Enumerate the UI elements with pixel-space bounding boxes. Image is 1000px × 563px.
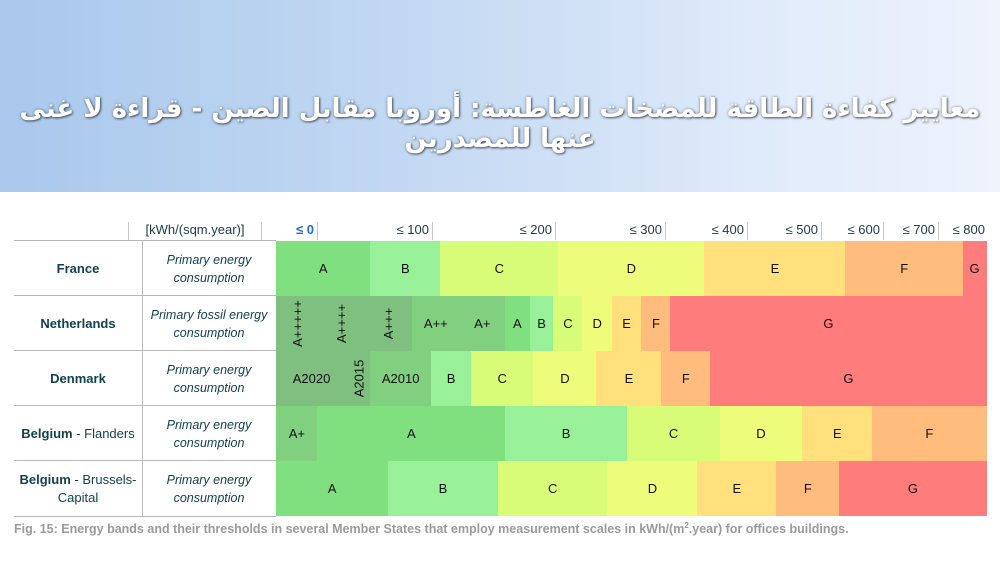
- metric-label: Primary energy consumption: [166, 362, 252, 395]
- table-row: France Primary energy consumption A B C D E F G: [14, 241, 987, 296]
- energy-band-c: C: [626, 406, 721, 461]
- figure-caption: Fig. 15: Energy bands and their threshol…: [14, 521, 849, 536]
- energy-band-a: A: [504, 296, 530, 351]
- energy-band-aplusplusplus: A+++: [365, 296, 413, 351]
- energy-band-g: G: [710, 351, 987, 406]
- energy-band-e: E: [611, 296, 642, 351]
- axis-tick: ≤ 0: [276, 222, 318, 240]
- row-divider: [14, 240, 276, 241]
- energy-band-aplus: A+: [276, 406, 318, 461]
- energy-band-g: G: [670, 296, 987, 351]
- energy-band-a: A: [276, 461, 389, 516]
- energy-band-a2015: A2015: [346, 351, 371, 406]
- energy-band-e: E: [697, 461, 777, 516]
- energy-band-a2010: A2010: [369, 351, 432, 406]
- country-label: Denmark: [50, 370, 106, 386]
- energy-band-aplusplus: A++: [412, 296, 460, 351]
- metric-label: Primary energy consumption: [166, 252, 252, 285]
- axis-tick: ≤ 300: [556, 222, 666, 240]
- banner-title: معايير كفاءة الطاقة للمضخات الغاطسة: أور…: [19, 94, 981, 154]
- energy-band-f: F: [660, 351, 711, 406]
- metric-label: Primary energy consumption: [166, 417, 252, 450]
- energy-band-e: E: [596, 351, 662, 406]
- row-divider: [14, 460, 276, 461]
- energy-band-c: C: [553, 296, 583, 351]
- country-label: Belgium - Brussels- Capital: [19, 471, 137, 505]
- energy-band-aplusplusplusplusplus: A+++++: [276, 296, 319, 351]
- column-divider: [142, 240, 143, 516]
- energy-band-c: C: [440, 241, 559, 296]
- energy-band-d: D: [582, 296, 613, 351]
- energy-band-a: A: [276, 241, 371, 296]
- energy-band-f: F: [641, 296, 671, 351]
- axis-tick: ≤ 500: [748, 222, 822, 240]
- caption-superscript: 2: [684, 521, 689, 530]
- energy-band-f: F: [775, 461, 840, 516]
- energy-band-c: C: [470, 351, 534, 406]
- energy-band-g: G: [839, 461, 987, 516]
- energy-band-f: F: [872, 406, 987, 461]
- energy-band-c: C: [497, 461, 608, 516]
- energy-band-f: F: [845, 241, 964, 296]
- axis-tick: ≤ 800: [952, 222, 985, 237]
- table-row: Belgium - Brussels- Capital Primary energy…: [14, 461, 987, 516]
- caption-text: Fig. 15: Energy bands and their threshol…: [14, 522, 685, 537]
- energy-band-e: E: [704, 241, 846, 296]
- metric-label: Primary energy consumption: [166, 472, 252, 505]
- energy-band-b: B: [387, 461, 499, 516]
- energy-band-a: A: [317, 406, 506, 461]
- energy-band-e: E: [801, 406, 873, 461]
- axis-tick: ≤ 400: [666, 222, 748, 240]
- row-divider: [14, 405, 276, 406]
- unit-label: [kWh/(sqm.year)]: [128, 222, 262, 240]
- row-divider: [14, 516, 276, 517]
- metric-label: Primary fossil energy consumption: [150, 307, 268, 340]
- energy-band-aplus: A+: [459, 296, 506, 351]
- energy-band-d: D: [719, 406, 803, 461]
- energy-band-aplusplusplusplus: A++++: [318, 296, 366, 351]
- energy-band-b: B: [504, 406, 628, 461]
- axis-tick: ≤ 100: [318, 222, 433, 240]
- row-divider: [14, 295, 276, 296]
- row-divider: [14, 350, 276, 351]
- table-row: Netherlands Primary fossil energy consumpt…: [14, 296, 987, 351]
- country-label: France: [56, 260, 100, 276]
- energy-band-d: D: [557, 241, 705, 296]
- title-banner: معايير كفاءة الطاقة للمضخات الغاطسة: أور…: [0, 0, 1000, 192]
- energy-band-d: D: [606, 461, 698, 516]
- country-label: Belgium - Flanders: [21, 425, 135, 441]
- energy-band-b: B: [430, 351, 472, 406]
- caption-text-end: .year) for offices buildings.: [688, 522, 849, 537]
- energy-band-a2020: A2020: [276, 351, 347, 406]
- table-row: Belgium - Flanders Primary energy consumpt…: [14, 406, 987, 461]
- axis-tick: ≤ 200: [433, 222, 556, 240]
- axis-tick: ≤ 600: [822, 222, 884, 240]
- energy-band-g: G: [962, 241, 987, 296]
- energy-band-b: B: [529, 296, 554, 351]
- country-label: Netherlands: [40, 315, 116, 331]
- energy-band-d: D: [533, 351, 597, 406]
- axis-tick: ≤ 700: [884, 222, 939, 240]
- energy-band-b: B: [369, 241, 441, 296]
- table-row: Denmark Primary energy consumption A2020 A20…: [14, 351, 987, 406]
